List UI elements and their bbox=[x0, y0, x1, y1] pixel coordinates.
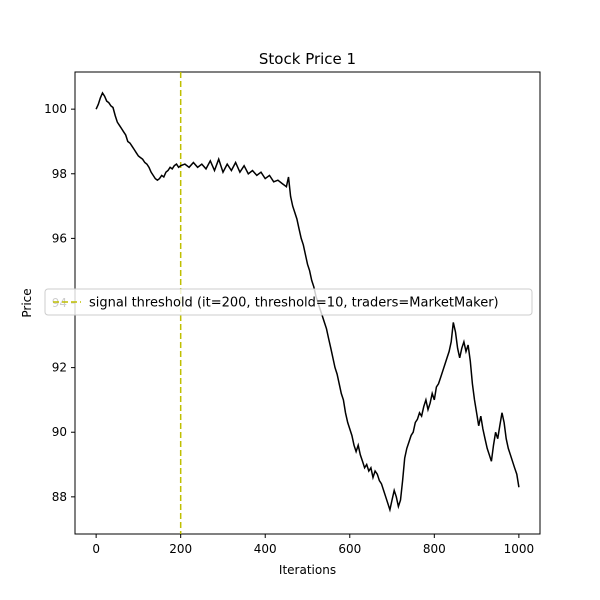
x-tick-label: 800 bbox=[423, 542, 446, 556]
legend: signal threshold (it=200, threshold=10, … bbox=[44, 288, 533, 316]
legend-box bbox=[44, 288, 533, 316]
y-tick-label: 92 bbox=[52, 361, 67, 375]
x-tick-label: 1000 bbox=[504, 542, 535, 556]
price-series-line bbox=[95, 91, 520, 513]
x-axis-ticks: 0 200 400 600 800 1000 bbox=[92, 534, 534, 556]
y-tick-label: 100 bbox=[44, 102, 67, 116]
y-tick-label: 96 bbox=[52, 231, 67, 245]
x-tick-label: 400 bbox=[254, 542, 277, 556]
legend-label: signal threshold (it=200, threshold=10, … bbox=[89, 296, 499, 311]
x-tick-label: 200 bbox=[169, 542, 192, 556]
chart-title: Stock Price 1 bbox=[259, 50, 356, 68]
y-tick-label: 90 bbox=[52, 425, 67, 439]
x-tick-label: 600 bbox=[338, 542, 361, 556]
y-tick-label: 88 bbox=[52, 490, 67, 504]
x-tick-label: 0 bbox=[92, 542, 100, 556]
y-axis-label: Price bbox=[20, 288, 34, 317]
x-axis-label: Iterations bbox=[279, 563, 336, 577]
y-tick-label: 98 bbox=[52, 167, 67, 181]
